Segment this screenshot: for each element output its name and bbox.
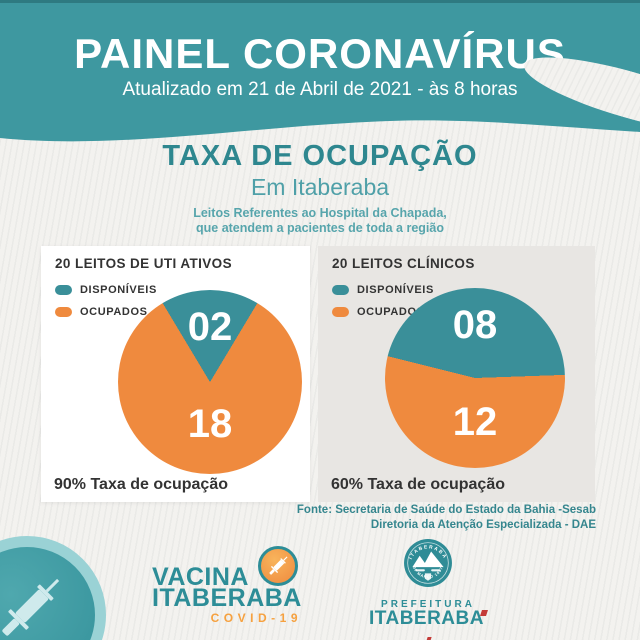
header: PAINEL CORONAVÍRUS Atualizado em 21 de A…: [0, 0, 640, 114]
clinical-occupancy-rate: 60% Taxa de ocupação: [331, 476, 505, 493]
legend-row-occupied: OCUPADOS: [55, 301, 157, 323]
syringe-icon: [269, 556, 288, 575]
uti-pie-chart: 02 18: [118, 290, 302, 474]
syringe-icon: [2, 578, 60, 636]
occupied-swatch-icon: [332, 307, 349, 317]
legend-row-available: DISPONÍVEIS: [55, 279, 157, 301]
section-description-line1: Leitos Referentes ao Hospital da Chapada…: [193, 206, 447, 220]
source-line1: Fonte: Secretaria de Saúde do Estado da …: [296, 504, 596, 516]
prefeitura-itaberaba-logo: ITABERABA 30 MARÇO 1897 PREFEITURA ITABE…: [368, 538, 488, 640]
data-source: Fonte: Secretaria de Saúde do Estado da …: [297, 503, 596, 533]
legend-label-occupied: OCUPADOS: [80, 306, 148, 318]
section-description: Leitos Referentes ao Hospital da Chapada…: [0, 206, 640, 236]
updated-at-text: Atualizado em 21 de Abril de 2021 - às 8…: [122, 79, 518, 101]
section-description-line2: que atendem a pacientes de toda a região: [196, 221, 444, 235]
vacina-itaberaba-logo: VACINA ITABERABA COVID-19: [152, 546, 302, 625]
prefeitura-label: PREFEITURA: [381, 599, 475, 610]
uti-occupied-value: 18: [187, 402, 233, 446]
section-title: TAXA DE OCUPAÇÃO: [162, 140, 478, 172]
legend-row-available: DISPONÍVEIS: [332, 279, 434, 301]
legend-label-available: DISPONÍVEIS: [357, 284, 434, 296]
page-title: PAINEL CORONAVÍRUS: [74, 30, 566, 77]
clinical-legend: DISPONÍVEIS OCUPADOS: [332, 279, 434, 323]
syringe-badge: [0, 536, 106, 640]
legend-label-occupied: OCUPADOS: [357, 306, 425, 318]
clinical-pie-chart: 08 12: [385, 288, 565, 468]
uti-beds-card: 20 LEITOS DE UTI ATIVOS DISPONÍVEIS OCUP…: [41, 246, 310, 502]
legend-row-occupied: OCUPADOS: [332, 301, 434, 323]
header-top-line: [0, 0, 640, 3]
clinical-card-title: 20 LEITOS CLÍNICOS: [332, 256, 475, 271]
uti-occupancy-rate: 90% Taxa de ocupação: [54, 476, 228, 493]
vacina-logo-line1: VACINA: [152, 563, 249, 591]
clinical-occupied-value: 12: [452, 400, 498, 444]
vacina-logo-line2: ITABERABA: [152, 584, 302, 612]
section-subtitle: Em Itaberaba: [250, 174, 390, 200]
prefeitura-seal-icon: ITABERABA 30 MARÇO 1897: [404, 539, 452, 587]
occupied-swatch-icon: [55, 307, 72, 317]
source-line2: Diretoria da Atenção Especializada - DAE: [370, 519, 596, 531]
section-intro: TAXA DE OCUPAÇÃO Em Itaberaba Leitos Ref…: [0, 140, 640, 236]
uti-legend: DISPONÍVEIS OCUPADOS: [55, 279, 157, 323]
prefeitura-name: ITABERABA: [369, 608, 484, 629]
available-swatch-icon: [332, 285, 349, 295]
clinical-beds-card: 20 LEITOS CLÍNICOS DISPONÍVEIS OCUPADOS …: [318, 246, 595, 502]
header-wave-decoration: [0, 114, 640, 142]
vaccine-syringe-badge: [258, 546, 298, 586]
available-swatch-icon: [55, 285, 72, 295]
uti-card-title: 20 LEITOS DE UTI ATIVOS: [55, 256, 232, 271]
legend-label-available: DISPONÍVEIS: [80, 284, 157, 296]
uti-available-value: 02: [187, 305, 233, 349]
red-accent-icon: [480, 610, 488, 616]
vacina-logo-covid19: COVID-19: [210, 611, 302, 625]
clinical-available-value: 08: [452, 303, 498, 347]
